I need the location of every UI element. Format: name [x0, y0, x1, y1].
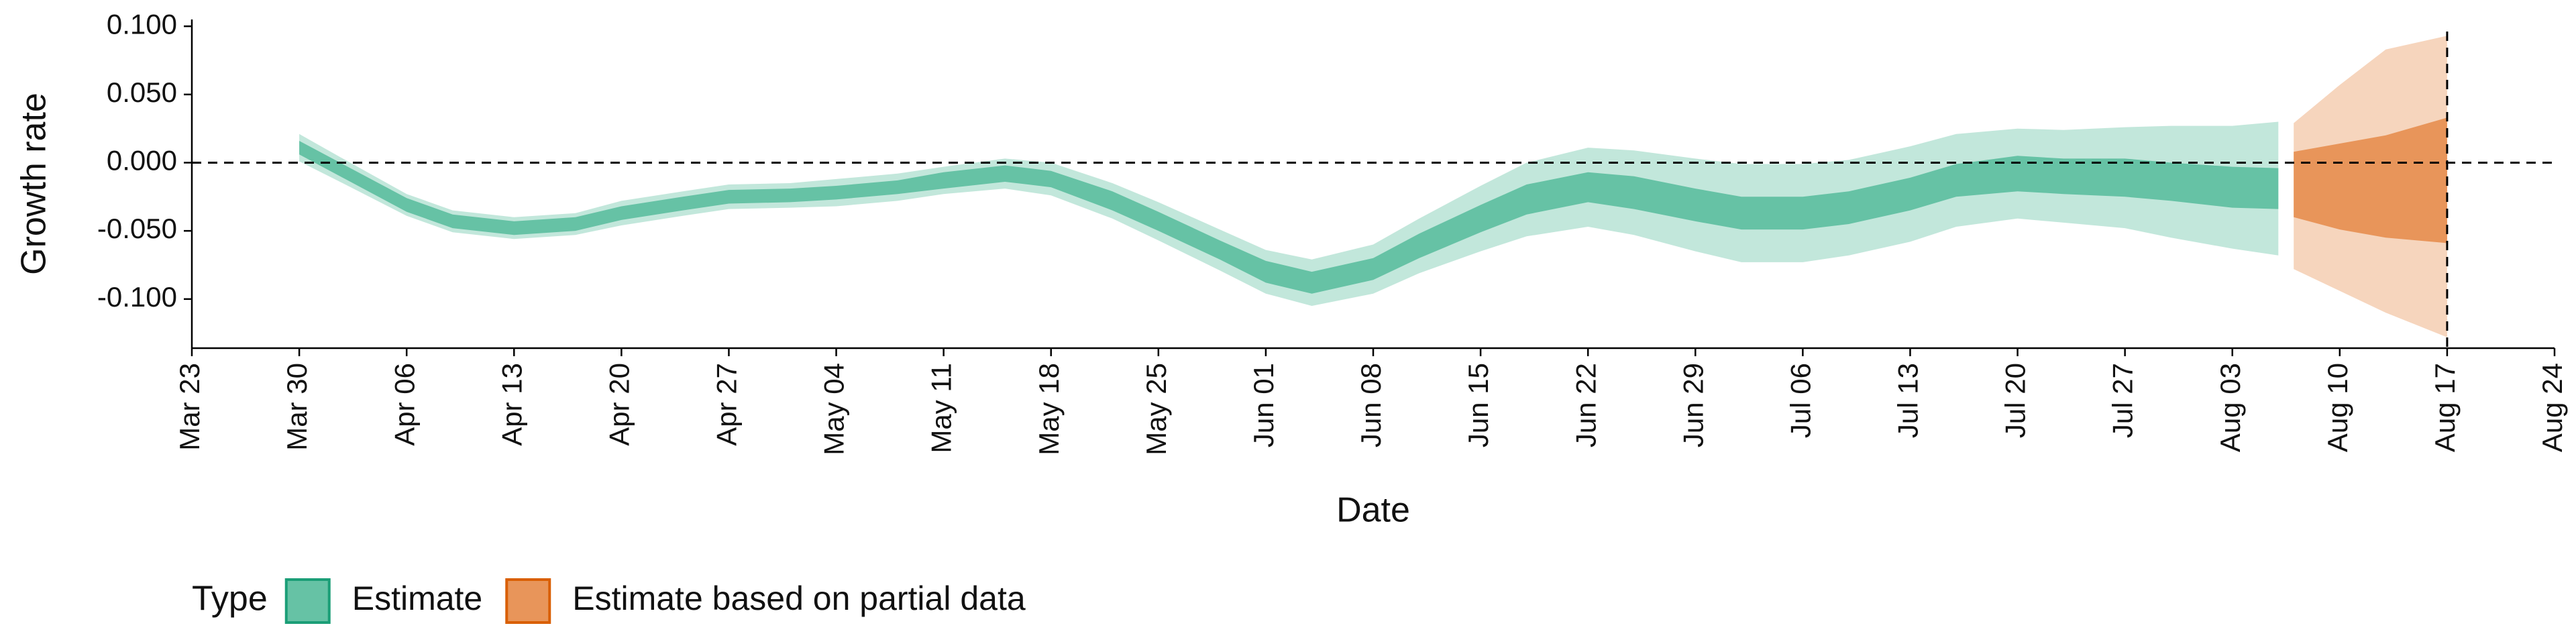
x-tick-label: Mar 30 — [281, 363, 313, 451]
x-tick-label: Apr 27 — [711, 363, 743, 446]
x-tick-label: Aug 03 — [2214, 363, 2246, 452]
y-tick-label: 0.050 — [107, 76, 177, 108]
x-tick-label: May 18 — [1033, 363, 1065, 455]
x-tick-label: Jul 27 — [2107, 363, 2139, 438]
x-tick-label: Jun 08 — [1355, 363, 1387, 447]
legend-swatch — [284, 578, 331, 624]
x-tick-label: Jun 01 — [1248, 363, 1279, 447]
y-axis-title: Growth rate — [15, 93, 54, 275]
x-axis-title: Date — [1336, 491, 1410, 530]
band-50 — [2294, 117, 2447, 244]
x-tick-label: May 25 — [1140, 363, 1172, 455]
legend-swatch — [505, 578, 551, 624]
x-tick-label: Jul 20 — [2000, 363, 2031, 438]
legend-label: Estimate based on partial data — [572, 580, 1026, 617]
x-tick-label: Aug 17 — [2429, 363, 2461, 452]
x-tick-label: Aug 10 — [2322, 363, 2353, 452]
x-tick-label: Jul 06 — [1784, 363, 1816, 438]
legend-label: Estimate — [352, 580, 483, 617]
x-tick-label: Aug 24 — [2536, 363, 2568, 452]
x-tick-label: Jun 22 — [1570, 363, 1601, 447]
x-tick-label: May 04 — [818, 363, 850, 455]
legend-title: Type — [192, 580, 268, 619]
x-tick-label: Jun 15 — [1462, 363, 1494, 447]
x-tick-label: Apr 13 — [496, 363, 527, 446]
y-tick-label: -0.100 — [97, 281, 177, 313]
x-tick-label: Jul 13 — [1892, 363, 1924, 438]
x-tick-label: Mar 23 — [174, 363, 205, 451]
y-tick-label: 0.100 — [107, 8, 177, 40]
band-90 — [299, 121, 2279, 306]
x-tick-label: Apr 20 — [603, 363, 635, 446]
y-tick-label: 0.000 — [107, 145, 177, 176]
x-tick-label: Apr 06 — [388, 363, 420, 446]
y-tick-label: -0.050 — [97, 213, 177, 244]
x-tick-label: Jun 29 — [1677, 363, 1709, 447]
x-tick-label: May 11 — [926, 363, 957, 453]
